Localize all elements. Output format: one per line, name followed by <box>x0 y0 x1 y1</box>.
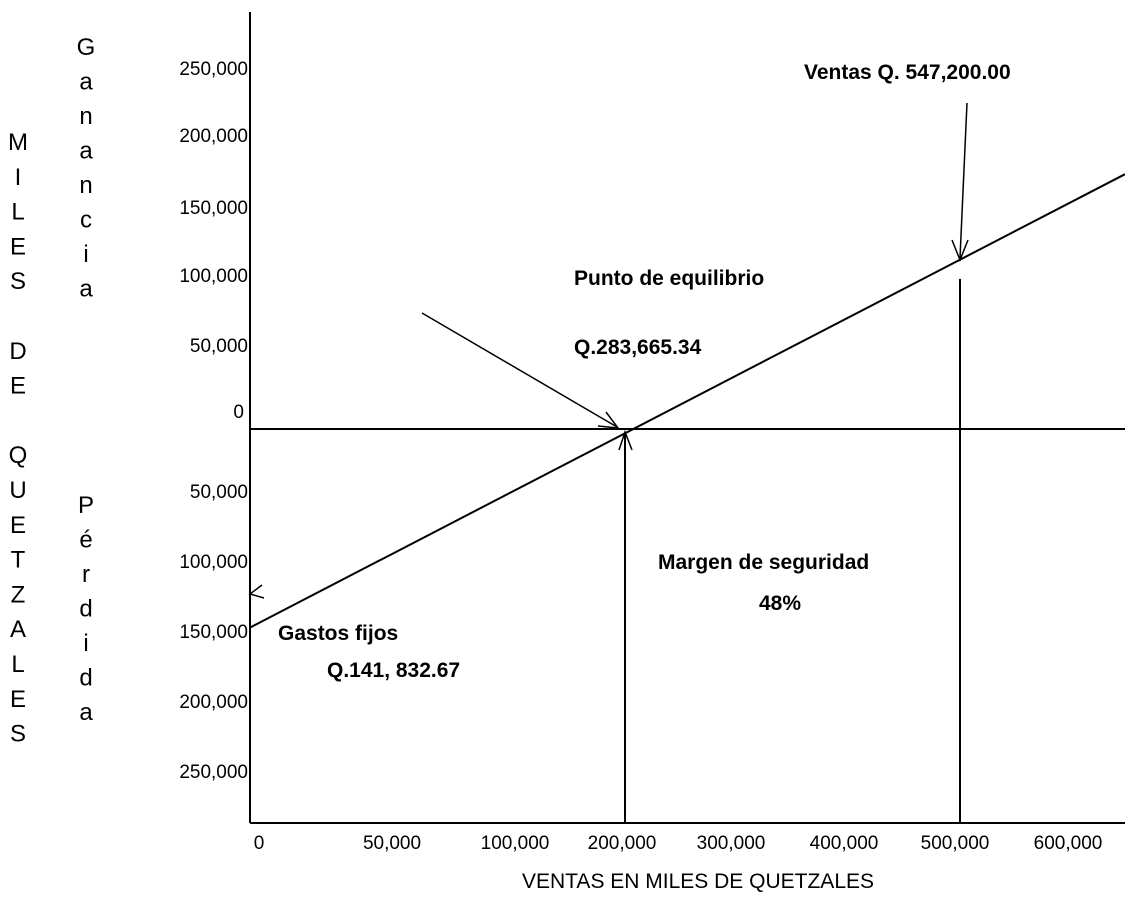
y-tick-label: 200,000 <box>179 126 248 147</box>
x-tick-label: 500,000 <box>921 833 990 854</box>
y-axis-loss-letter: é <box>79 527 92 554</box>
x-tick-label: 300,000 <box>697 833 766 854</box>
profit-line <box>249 173 1125 629</box>
y-axis-outer-letter: E <box>10 233 26 260</box>
y-axis-loss-letter: i <box>83 630 88 657</box>
y-axis-loss-letter: d <box>79 665 92 692</box>
y-axis-outer-letter: E <box>10 686 26 713</box>
y-axis-profit-letter: a <box>79 69 93 96</box>
y-axis-outer-letter: L <box>11 199 24 226</box>
y-tick-label: 0 <box>233 402 244 423</box>
breakeven-value: Q.283,665.34 <box>574 336 702 359</box>
y-axis-profit-letter: i <box>83 241 88 268</box>
y-axis-profit-letter: c <box>80 207 92 234</box>
y-tick-label: 150,000 <box>179 622 248 643</box>
x-tick-label: 600,000 <box>1034 833 1103 854</box>
ventas-arrow <box>951 102 969 263</box>
fixed-costs-title: Gastos fijos <box>278 622 398 645</box>
y-tick-label: 50,000 <box>190 482 248 503</box>
y-tick-label: 50,000 <box>190 336 248 357</box>
ventas-annotation: Ventas Q. 547,200.00 <box>804 61 1011 84</box>
y-axis-outer-letter: S <box>10 721 26 748</box>
y-tick-label: 200,000 <box>179 692 248 713</box>
breakeven-up-arrow <box>618 429 633 451</box>
y-axis-outer-letter: M <box>8 129 28 156</box>
y-axis-profit-letter: n <box>79 103 92 130</box>
y-axis-outer-letter: Z <box>11 581 26 608</box>
y-axis-profit-letter: a <box>79 276 93 303</box>
x-tick-label: 50,000 <box>363 833 421 854</box>
x-tick-label: 200,000 <box>588 833 657 854</box>
y-axis-loss-letter: r <box>82 561 90 588</box>
y-axis-outer-letter: D <box>9 338 26 365</box>
y-tick-label: 100,000 <box>179 266 248 287</box>
breakeven-title: Punto de equilibrio <box>574 267 764 290</box>
y-tick-label: 100,000 <box>179 552 248 573</box>
x-tick-label: 0 <box>254 833 265 854</box>
x-axis-title: VENTAS EN MILES DE QUETZALES <box>522 870 874 893</box>
y-axis-outer-letter: Q <box>9 442 28 469</box>
y-tick-label: 250,000 <box>179 762 248 783</box>
y-axis-loss-letter: d <box>79 596 92 623</box>
y-axis-profit-letter: a <box>79 138 93 165</box>
gastos-arrow <box>248 584 265 599</box>
safety-margin-title: Margen de seguridad <box>658 551 869 574</box>
breakeven-arrow <box>421 312 620 429</box>
y-axis-loss-letter: P <box>78 492 94 519</box>
y-axis-outer-letter: L <box>11 651 24 678</box>
x-tick-label: 400,000 <box>810 833 879 854</box>
y-axis-outer-letter: A <box>10 616 26 643</box>
y-axis-outer-letter: S <box>10 268 26 295</box>
y-axis-outer-letter: E <box>10 373 26 400</box>
y-tick-labels: 250,000 200,000 150,000 100,000 50,000 0… <box>179 59 248 783</box>
y-axis-outer-letter: I <box>15 164 22 191</box>
y-tick-label: 250,000 <box>179 59 248 80</box>
y-axis-loss-letter: a <box>79 699 93 726</box>
y-axis-outer-letter: U <box>9 477 26 504</box>
x-tick-labels: 0 50,000 100,000 200,000 300,000 400,000… <box>254 833 1103 854</box>
y-axis-outer-letter: T <box>11 547 26 574</box>
safety-margin-value: 48% <box>759 592 801 615</box>
fixed-costs-value: Q.141, 832.67 <box>327 659 460 682</box>
y-axis-outer-letter: E <box>10 512 26 539</box>
y-tick-label: 150,000 <box>179 198 248 219</box>
y-axis-profit-letter: G <box>77 34 96 61</box>
x-tick-label: 100,000 <box>481 833 550 854</box>
y-axis-profit-letter: n <box>79 172 92 199</box>
